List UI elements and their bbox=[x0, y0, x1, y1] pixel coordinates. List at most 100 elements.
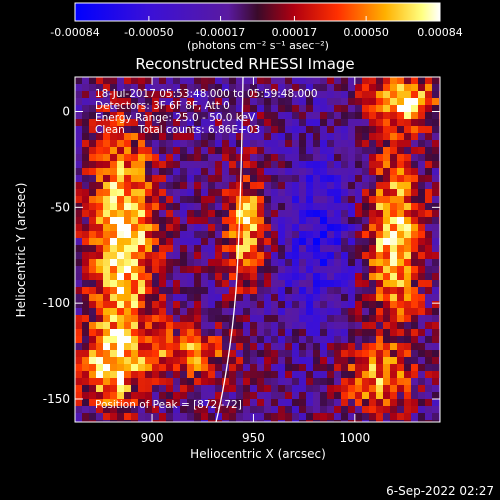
heatmap-pixel bbox=[341, 385, 349, 393]
heatmap-pixel bbox=[362, 84, 370, 92]
heatmap-pixel bbox=[96, 399, 104, 407]
heatmap-pixel bbox=[117, 245, 125, 253]
heatmap-pixel bbox=[306, 287, 314, 295]
heatmap-pixel bbox=[215, 259, 223, 267]
heatmap-pixel bbox=[201, 189, 209, 197]
heatmap-pixel bbox=[418, 315, 426, 323]
heatmap-pixel bbox=[271, 315, 279, 323]
heatmap-pixel bbox=[75, 98, 83, 106]
heatmap-pixel bbox=[264, 98, 272, 106]
heatmap-pixel bbox=[145, 133, 153, 141]
heatmap-pixel bbox=[271, 154, 279, 162]
heatmap-pixel bbox=[257, 140, 265, 148]
heatmap-pixel bbox=[159, 378, 167, 386]
heatmap-pixel bbox=[334, 77, 342, 85]
heatmap-pixel bbox=[376, 308, 384, 316]
heatmap-pixel bbox=[194, 266, 202, 274]
heatmap-pixel bbox=[159, 371, 167, 379]
heatmap-pixel bbox=[110, 224, 118, 232]
heatmap-pixel bbox=[229, 140, 237, 148]
heatmap-pixel bbox=[159, 413, 167, 421]
heatmap-pixel bbox=[285, 322, 293, 330]
heatmap-pixel bbox=[159, 245, 167, 253]
heatmap-pixel bbox=[222, 147, 230, 155]
heatmap-pixel bbox=[173, 329, 181, 337]
heatmap-pixel bbox=[320, 224, 328, 232]
heatmap-pixel bbox=[117, 322, 125, 330]
heatmap-pixel bbox=[152, 231, 160, 239]
heatmap-pixel bbox=[103, 280, 111, 288]
heatmap-pixel bbox=[355, 189, 363, 197]
heatmap-pixel bbox=[82, 224, 90, 232]
heatmap-pixel bbox=[152, 98, 160, 106]
heatmap-pixel bbox=[96, 252, 104, 260]
heatmap-pixel bbox=[313, 98, 321, 106]
heatmap-pixel bbox=[180, 210, 188, 218]
heatmap-pixel bbox=[201, 252, 209, 260]
heatmap-pixel bbox=[124, 217, 132, 225]
heatmap-pixel bbox=[131, 147, 139, 155]
heatmap-pixel bbox=[390, 147, 398, 155]
heatmap-pixel bbox=[180, 294, 188, 302]
heatmap-pixel bbox=[173, 385, 181, 393]
heatmap-pixel bbox=[327, 266, 335, 274]
heatmap-pixel bbox=[152, 406, 160, 414]
heatmap-pixel bbox=[215, 175, 223, 183]
heatmap-pixel bbox=[292, 357, 300, 365]
heatmap-pixel bbox=[96, 273, 104, 281]
heatmap-pixel bbox=[397, 189, 405, 197]
heatmap-pixel bbox=[271, 294, 279, 302]
heatmap-pixel bbox=[208, 224, 216, 232]
heatmap-pixel bbox=[250, 406, 258, 414]
heatmap-pixel bbox=[89, 98, 97, 106]
heatmap-pixel bbox=[103, 245, 111, 253]
heatmap-pixel bbox=[201, 420, 209, 422]
x-axis-ticks: 900 950 1000 bbox=[141, 77, 370, 445]
heatmap-pixel bbox=[82, 168, 90, 176]
heatmap-pixel bbox=[187, 343, 195, 351]
heatmap-pixel bbox=[285, 126, 293, 134]
heatmap-pixel bbox=[292, 329, 300, 337]
heatmap-pixel bbox=[334, 252, 342, 260]
heatmap-pixel bbox=[264, 91, 272, 99]
heatmap-pixel bbox=[222, 217, 230, 225]
heatmap-pixel bbox=[82, 203, 90, 211]
heatmap-pixel bbox=[369, 392, 377, 400]
heatmap-pixel bbox=[278, 406, 286, 414]
heatmap-pixel bbox=[89, 210, 97, 218]
heatmap-pixel bbox=[404, 273, 412, 281]
heatmap-pixel bbox=[117, 364, 125, 372]
heatmap-pixel bbox=[271, 413, 279, 421]
heatmap-pixel bbox=[201, 378, 209, 386]
heatmap-pixel bbox=[131, 140, 139, 148]
heatmap-pixel bbox=[313, 385, 321, 393]
heatmap-pixel bbox=[271, 252, 279, 260]
heatmap-pixel bbox=[103, 266, 111, 274]
heatmap-pixel bbox=[82, 77, 90, 85]
heatmap-pixel bbox=[257, 77, 265, 85]
heatmap-pixel bbox=[187, 84, 195, 92]
heatmap-pixel bbox=[299, 252, 307, 260]
heatmap-pixel bbox=[208, 245, 216, 253]
heatmap-pixel bbox=[320, 399, 328, 407]
heatmap-pixel bbox=[82, 217, 90, 225]
heatmap-pixel bbox=[201, 105, 209, 113]
heatmap-pixel bbox=[250, 245, 258, 253]
heatmap-pixel bbox=[425, 196, 433, 204]
heatmap-pixel bbox=[313, 245, 321, 253]
heatmap-pixel bbox=[173, 210, 181, 218]
heatmap-pixel bbox=[411, 273, 419, 281]
heatmap-pixel bbox=[159, 182, 167, 190]
heatmap-pixel bbox=[404, 189, 412, 197]
heatmap-pixel bbox=[187, 308, 195, 316]
heatmap-pixel bbox=[103, 259, 111, 267]
heatmap-pixel bbox=[138, 420, 146, 422]
heatmap-pixel bbox=[397, 371, 405, 379]
heatmap-pixel bbox=[299, 329, 307, 337]
heatmap-pixel bbox=[348, 329, 356, 337]
heatmap-pixel bbox=[194, 399, 202, 407]
heatmap-pixel bbox=[236, 392, 244, 400]
heatmap-pixel bbox=[103, 196, 111, 204]
colorbar-tick-label: 0.00050 bbox=[343, 26, 389, 39]
heatmap-pixel bbox=[250, 98, 258, 106]
